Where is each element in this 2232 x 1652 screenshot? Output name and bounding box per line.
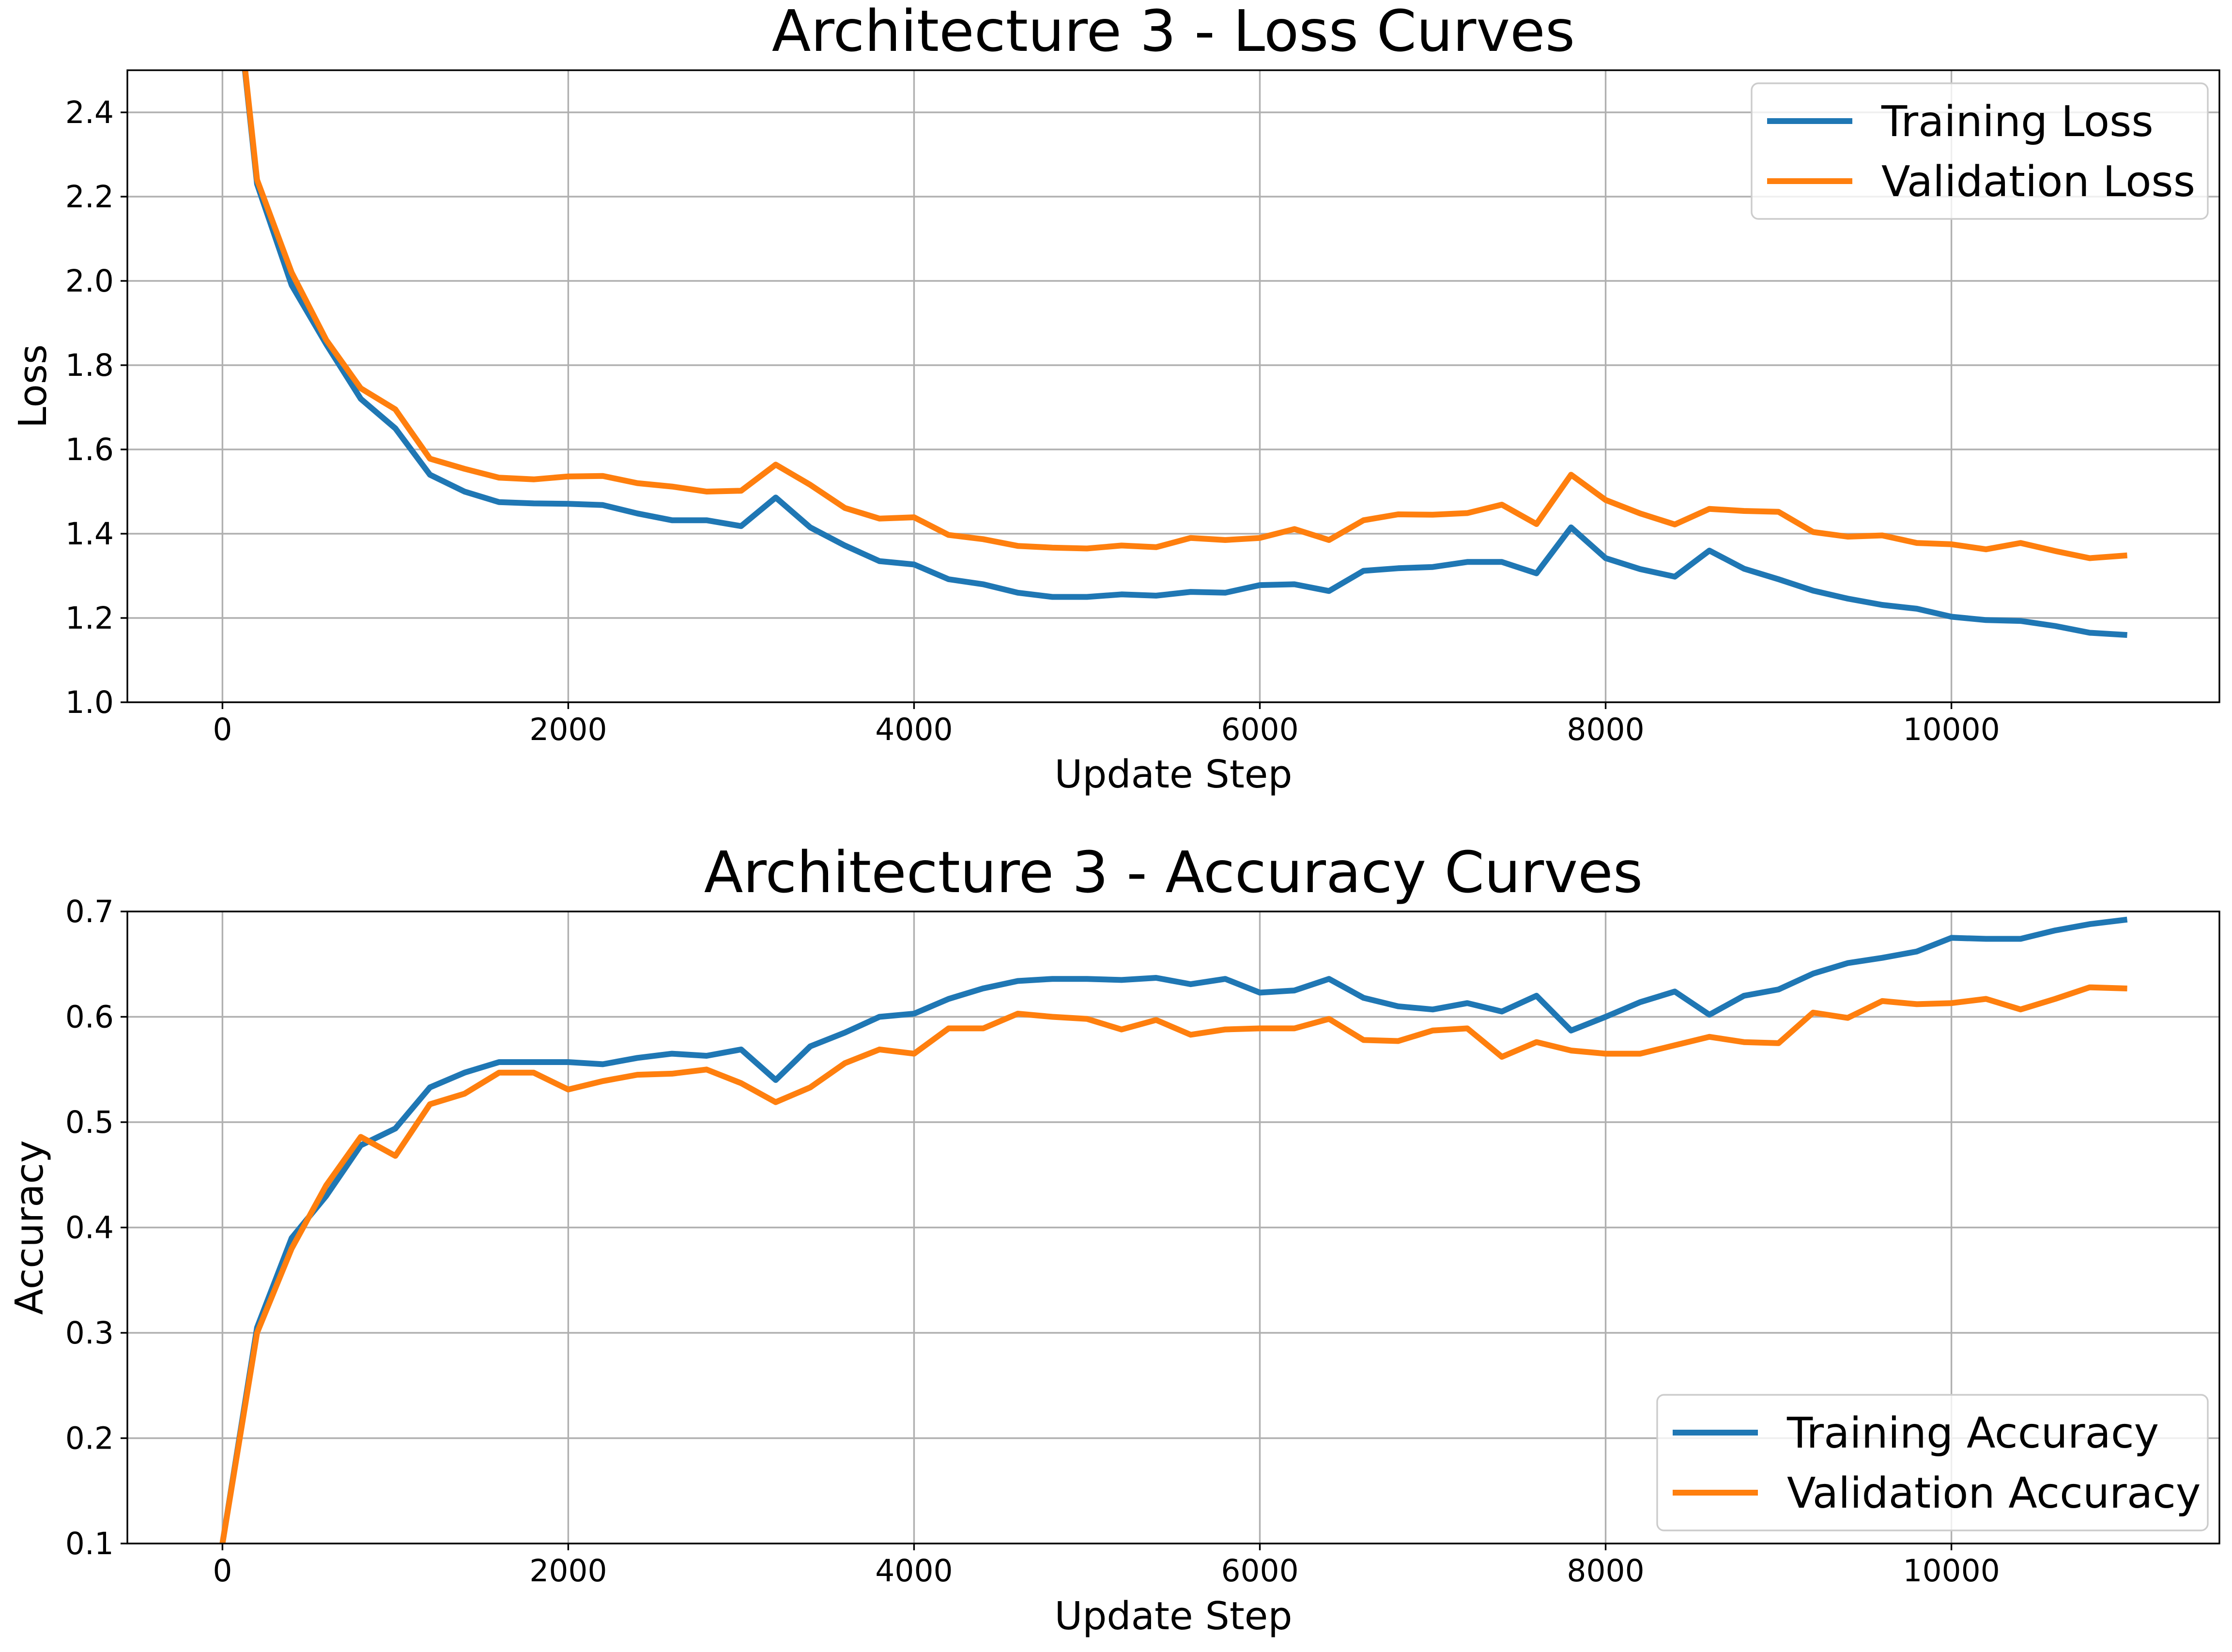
y-axis-label: Accuracy	[7, 1140, 52, 1315]
legend-box	[1751, 82, 2209, 220]
x-tick-label: 6000	[1221, 712, 1298, 747]
y-tick-label: 0.3	[65, 1315, 114, 1351]
series-group	[242, 70, 2128, 638]
series-line-validation	[219, 984, 2127, 1544]
grid	[127, 911, 2219, 1544]
y-tick-label: 0.1	[65, 1526, 114, 1561]
legend-label: Training Loss	[1881, 97, 2154, 146]
legend-label: Validation Loss	[1881, 157, 2195, 206]
x-tick-label: 2000	[529, 712, 607, 747]
y-tick-label: 0.5	[65, 1105, 114, 1140]
y-tick-label: 2.0	[65, 263, 114, 299]
x-tick-label: 10000	[1903, 1553, 2000, 1589]
y-tick-label: 1.0	[65, 685, 114, 720]
series-group	[219, 916, 2128, 1544]
chart-title: Architecture 3 - Loss Curves	[772, 0, 1575, 64]
axes-frame	[126, 69, 2220, 703]
y-tick-label: 0.7	[65, 894, 114, 929]
legend: Training Accuracy Validation Accuracy	[1656, 1394, 2209, 1531]
x-tick-label: 0	[213, 1553, 232, 1589]
chart-1: 0 2000 4000 6000 8000 10000 1.0 1.2 1.4 1.6 1.8 2.0…	[11, 0, 2220, 797]
y-tick-label: 2.2	[65, 179, 114, 215]
x-axis-label: Update Step	[1054, 752, 1292, 797]
chart-title: Architecture 3 - Accuracy Curves	[704, 839, 1643, 906]
x-tick-label: 4000	[875, 712, 953, 747]
x-tick-label: 4000	[875, 1553, 953, 1589]
y-tick-label: 0.4	[65, 1210, 114, 1246]
y-tick-label: 1.8	[65, 348, 114, 383]
y-tick-label: 0.6	[65, 1000, 114, 1035]
x-axis-label: Update Step	[1054, 1594, 1292, 1638]
y-tick-label: 1.4	[65, 516, 114, 552]
x-tick-label: 8000	[1567, 1553, 1644, 1589]
x-tick-label: 2000	[529, 1553, 607, 1589]
y-tick-label: 1.2	[65, 601, 114, 636]
y-tick-label: 1.6	[65, 432, 114, 467]
series-line-training	[219, 916, 2128, 1544]
x-tick-label: 0	[213, 712, 232, 747]
y-tick-label: 2.4	[65, 95, 114, 130]
legend: Training Loss Validation Loss	[1751, 82, 2209, 220]
legend-label: Training Accuracy	[1786, 1408, 2159, 1458]
legend-label: Validation Accuracy	[1787, 1468, 2201, 1518]
x-tick-label: 10000	[1903, 712, 2000, 747]
x-tick-label: 8000	[1567, 712, 1644, 747]
chart-2: 0 2000 4000 6000 8000 10000 0.1 0.2 0.3 0.4 0.5 0.6…	[7, 839, 2220, 1638]
legend-box	[1656, 1394, 2209, 1531]
series-line-validation	[242, 70, 2128, 561]
x-tick-label: 6000	[1221, 1553, 1298, 1589]
y-axis-label: Loss	[11, 344, 55, 428]
y-tick-label: 0.2	[65, 1421, 114, 1456]
series-line-training	[242, 70, 2127, 638]
